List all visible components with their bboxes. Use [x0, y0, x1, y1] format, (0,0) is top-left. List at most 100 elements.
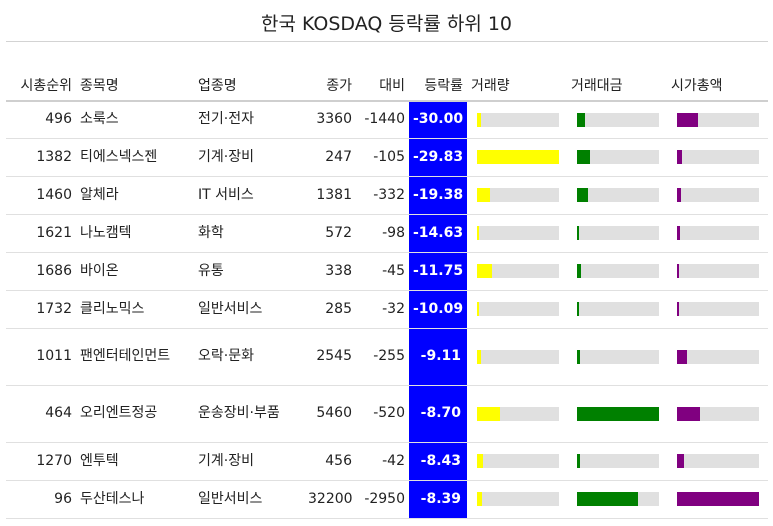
cap-bar [677, 406, 700, 421]
sector-cell: 기계·장비 [194, 138, 304, 177]
volume-bar [477, 188, 490, 202]
cap-bar [677, 454, 684, 468]
volume-bar-cell [467, 290, 567, 329]
header-rate[interactable]: 등락률 [409, 47, 467, 102]
amount-bar-track [577, 349, 659, 364]
table-row[interactable]: 1382 티에스넥스젠 기계·장비 247 -105 -29.83 [6, 138, 768, 177]
diff-cell: -42 [356, 442, 409, 481]
table-row[interactable]: 96 두산테스나 일반서비스 32200 -2950 -8.39 [6, 480, 768, 519]
header-volume[interactable]: 거래량 [467, 47, 567, 102]
cap-bar-cell [667, 328, 768, 386]
amount-bar-cell [567, 176, 667, 215]
amount-bar [577, 406, 659, 421]
header-amount[interactable]: 거래대금 [567, 47, 667, 102]
name-cell: 오리엔트정공 [76, 385, 194, 443]
name-cell: 알체라 [76, 176, 194, 215]
volume-bar-cell [467, 101, 567, 139]
table-row[interactable]: 496 소룩스 전기·전자 3360 -1440 -30.00 [6, 101, 768, 139]
volume-bar-track [477, 226, 559, 240]
table-row[interactable]: 464 오리엔트정공 운송장비·부품 5460 -520 -8.70 [6, 385, 768, 443]
diff-cell: -520 [356, 385, 409, 443]
diff-cell: -105 [356, 138, 409, 177]
table-row[interactable]: 1732 클리노믹스 일반서비스 285 -32 -10.09 [6, 290, 768, 329]
volume-bar-cell [467, 138, 567, 177]
header-name[interactable]: 종목명 [76, 47, 194, 102]
header-diff[interactable]: 대비 [356, 47, 409, 102]
volume-bar-track [477, 406, 559, 421]
name-cell: 티에스넥스젠 [76, 138, 194, 177]
rank-cell: 1621 [6, 214, 76, 253]
name-cell: 바이온 [76, 252, 194, 291]
amount-bar-track [577, 406, 659, 421]
amount-bar-track [577, 226, 659, 240]
name-cell: 팬엔터테인먼트 [76, 328, 194, 386]
cap-bar [677, 226, 680, 240]
sector-cell: 운송장비·부품 [194, 385, 304, 443]
header-rank[interactable]: 시총순위 [6, 47, 76, 102]
diff-cell: -1440 [356, 101, 409, 139]
rank-cell: 1382 [6, 138, 76, 177]
volume-bar-track [477, 454, 559, 468]
volume-bar-track [477, 188, 559, 202]
rate-cell: -8.43 [409, 442, 467, 481]
price-cell: 2545 [304, 328, 356, 386]
amount-bar [577, 349, 580, 364]
volume-bar-cell [467, 214, 567, 253]
rate-cell: -10.09 [409, 290, 467, 329]
rank-cell: 1011 [6, 328, 76, 386]
table-row[interactable]: 1011 팬엔터테인먼트 오락·문화 2545 -255 -9.11 [6, 328, 768, 386]
amount-bar-track [577, 302, 659, 316]
table-row[interactable]: 1460 알체라 IT 서비스 1381 -332 -19.38 [6, 176, 768, 215]
sector-cell: 일반서비스 [194, 480, 304, 519]
name-cell: 엔투텍 [76, 442, 194, 481]
rate-cell: -19.38 [409, 176, 467, 215]
cap-bar-cell [667, 480, 768, 519]
header-cap[interactable]: 시가총액 [667, 47, 768, 102]
price-cell: 456 [304, 442, 356, 481]
rank-cell: 1460 [6, 176, 76, 215]
price-cell: 572 [304, 214, 356, 253]
rate-cell: -30.00 [409, 101, 467, 139]
amount-bar-cell [567, 442, 667, 481]
volume-bar-track [477, 150, 559, 164]
volume-bar-cell [467, 442, 567, 481]
cap-bar-track [677, 406, 759, 421]
table-row[interactable]: 1686 바이온 유통 338 -45 -11.75 [6, 252, 768, 291]
amount-bar-cell [567, 290, 667, 329]
rank-cell: 464 [6, 385, 76, 443]
cap-bar-cell [667, 176, 768, 215]
price-cell: 3360 [304, 101, 356, 139]
cap-bar-track [677, 349, 759, 364]
volume-bar-track [477, 349, 559, 364]
amount-bar-track [577, 492, 659, 506]
volume-bar-cell [467, 328, 567, 386]
rate-cell: -29.83 [409, 138, 467, 177]
sector-cell: 화학 [194, 214, 304, 253]
diff-cell: -98 [356, 214, 409, 253]
diff-cell: -255 [356, 328, 409, 386]
cap-bar-cell [667, 442, 768, 481]
rank-cell: 96 [6, 480, 76, 519]
cap-bar-cell [667, 214, 768, 253]
amount-bar [577, 264, 581, 278]
name-cell: 클리노믹스 [76, 290, 194, 329]
volume-bar-cell [467, 176, 567, 215]
cap-bar-cell [667, 290, 768, 329]
volume-bar [477, 406, 500, 421]
diff-cell: -2950 [356, 480, 409, 519]
sector-cell: 전기·전자 [194, 101, 304, 139]
rank-cell: 496 [6, 101, 76, 139]
table-row[interactable]: 1621 나노캠텍 화학 572 -98 -14.63 [6, 214, 768, 253]
amount-bar-track [577, 454, 659, 468]
diff-cell: -332 [356, 176, 409, 215]
rank-cell: 1686 [6, 252, 76, 291]
amount-bar-cell [567, 252, 667, 291]
amount-bar-cell [567, 480, 667, 519]
table-row[interactable]: 1270 엔투텍 기계·장비 456 -42 -8.43 [6, 442, 768, 481]
sector-cell: IT 서비스 [194, 176, 304, 215]
volume-bar [477, 302, 479, 316]
header-sector[interactable]: 업종명 [194, 47, 304, 102]
sector-cell: 기계·장비 [194, 442, 304, 481]
header-price[interactable]: 종가 [304, 47, 356, 102]
